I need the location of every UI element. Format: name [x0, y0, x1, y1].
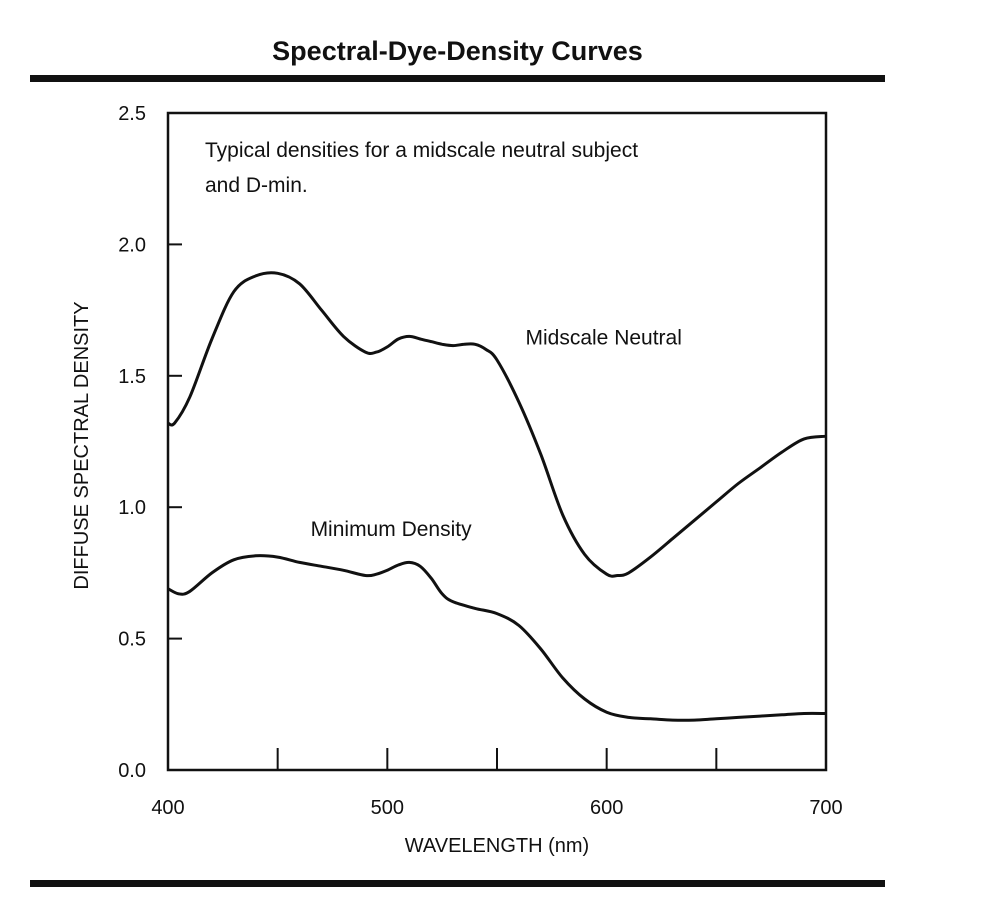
y-tick-label: 2.0: [118, 234, 146, 256]
minimum-density-curve: [167, 554, 827, 722]
midscale-neutral-curve: [167, 271, 827, 578]
x-tick-label: 700: [809, 797, 842, 819]
chart-title: Spectral-Dye-Density Curves: [272, 36, 643, 66]
annotation-line-1: Typical densities for a midscale neutral…: [205, 139, 638, 162]
y-tick-label: 0.5: [118, 629, 146, 651]
x-axis-label: WAVELENGTH (nm): [405, 835, 589, 857]
y-axis-label: DIFFUSE SPECTRAL DENSITY: [71, 301, 93, 589]
x-tick-label: 400: [151, 797, 184, 819]
y-tick-label: 2.5: [118, 103, 146, 125]
midscale-neutral-label: Midscale Neutral: [526, 326, 682, 349]
y-tick-label: 0.0: [118, 760, 146, 782]
bottom-rule: [30, 880, 885, 887]
annotation-line-2: and D-min.: [205, 174, 308, 197]
y-tick-label: 1.0: [118, 497, 146, 519]
plot-frame: [166, 111, 828, 772]
x-tick-label: 600: [590, 797, 623, 819]
minimum-density-label: Minimum Density: [311, 518, 473, 541]
y-tick-label: 1.5: [118, 366, 146, 388]
x-tick-label: 500: [371, 797, 404, 819]
chart-annotation: Typical densities for a midscale neutral…: [205, 139, 644, 197]
top-rule: [30, 75, 885, 82]
